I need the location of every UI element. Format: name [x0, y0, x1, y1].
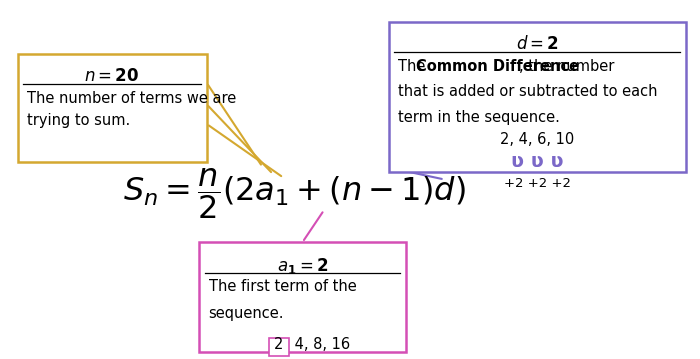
Text: $\mathbf{\mathit{n}} = \mathbf{20}$: $\mathbf{\mathit{n}} = \mathbf{20}$ [85, 67, 139, 85]
Bar [199, 242, 406, 352]
Text: +2 +2 +2: +2 +2 +2 [504, 177, 570, 190]
Text: term in the sequence.: term in the sequence. [398, 110, 559, 125]
Text: sequence.: sequence. [209, 306, 284, 321]
Text: that is added or subtracted to each: that is added or subtracted to each [398, 84, 657, 99]
Bar [389, 22, 686, 172]
Text: 4, 8, 16: 4, 8, 16 [290, 337, 350, 352]
Text: 2: 2 [274, 337, 284, 352]
Bar [18, 54, 206, 162]
Text: Common Difference: Common Difference [416, 59, 579, 74]
Text: ʋ ʋ ʋ: ʋ ʋ ʋ [511, 152, 564, 171]
Text: 2, 4, 6, 10: 2, 4, 6, 10 [500, 132, 575, 148]
Text: $\mathbf{\mathit{d}} = \mathbf{2}$: $\mathbf{\mathit{d}} = \mathbf{2}$ [516, 35, 559, 53]
Text: $S_n = \dfrac{n}{2}(2a_1 + (n-1)d)$: $S_n = \dfrac{n}{2}(2a_1 + (n-1)d)$ [122, 166, 466, 222]
Text: The first term of the: The first term of the [209, 279, 356, 294]
Text: The number of terms we are
trying to sum.: The number of terms we are trying to sum… [27, 91, 236, 128]
Bar [270, 338, 289, 356]
Text: The: The [398, 59, 430, 74]
Text: , the number: , the number [519, 59, 615, 74]
Text: $\mathbf{\mathit{a}_{1}} = \mathbf{2}$: $\mathbf{\mathit{a}_{1}} = \mathbf{2}$ [277, 256, 328, 276]
